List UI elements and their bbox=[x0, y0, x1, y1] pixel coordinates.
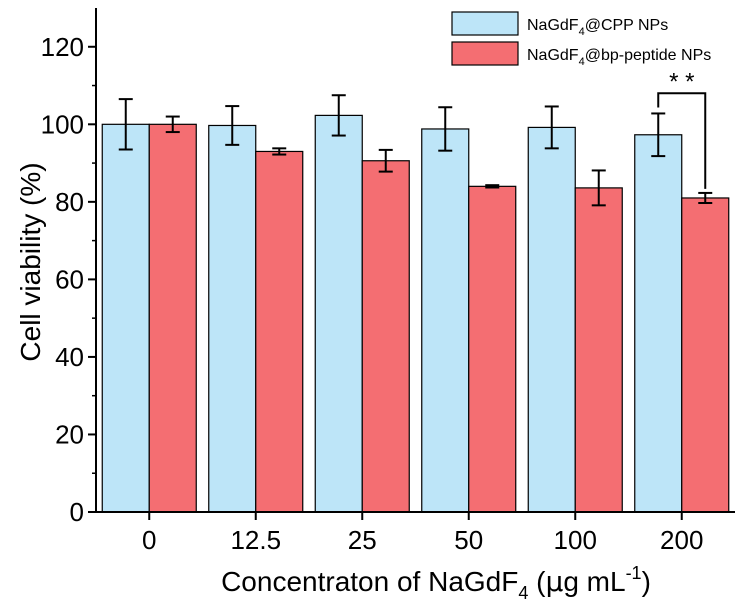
bar-s1-0 bbox=[148, 123, 197, 513]
y-tick-label-20: 20 bbox=[55, 419, 84, 449]
y-tick-label-120: 120 bbox=[41, 32, 84, 62]
x-tick-label-100: 100 bbox=[554, 525, 597, 555]
axes-layer bbox=[95, 8, 735, 513]
bar-s1-25 bbox=[361, 160, 410, 513]
error-bar-s0-25 bbox=[331, 94, 346, 137]
legend-swatch-bp-peptide bbox=[451, 41, 519, 66]
error-bars-layer bbox=[118, 94, 713, 207]
error-bar-s0-50 bbox=[438, 106, 453, 152]
significance-stars: * * bbox=[669, 68, 694, 95]
x-axis-title-unit-mid: g mL bbox=[563, 566, 625, 597]
error-bar-s0-100 bbox=[544, 105, 559, 150]
legend-label-cpp-rest: @CPP NPs bbox=[585, 17, 669, 34]
x-tick-label-50: 50 bbox=[454, 525, 483, 555]
bar-s1-12_5 bbox=[255, 150, 304, 513]
legend-label-bp-peptide-base: NaGdF bbox=[527, 47, 579, 64]
x-axis-title-sup: -1 bbox=[626, 563, 642, 583]
y-tick-label-0: 0 bbox=[70, 497, 84, 527]
x-axis-title: Concentraton of NaGdF4 (μg mL-1) bbox=[221, 563, 651, 603]
error-bar-s1-12_5 bbox=[272, 147, 287, 156]
legend-label-cpp-base: NaGdF bbox=[527, 17, 579, 34]
y-tick-label-100: 100 bbox=[41, 109, 84, 139]
bar-s0-0 bbox=[101, 123, 150, 513]
ticks-layer: 0 20 40 60 80 100 120 0 12.5 25 50 100 200 bbox=[41, 32, 704, 555]
error-bar-s0-12_5 bbox=[225, 105, 240, 146]
y-tick-label-80: 80 bbox=[55, 187, 84, 217]
y-tick-label-60: 60 bbox=[55, 264, 84, 294]
x-axis-title-sub: 4 bbox=[518, 583, 528, 603]
legend: NaGdF4@CPP NPs NaGdF4@bp-peptide NPs bbox=[451, 11, 711, 68]
y-tick-label-40: 40 bbox=[55, 342, 84, 372]
x-tick-label-25: 25 bbox=[348, 525, 377, 555]
error-bar-s1-0 bbox=[165, 115, 180, 134]
significance-bracket bbox=[657, 92, 707, 189]
error-bar-s1-25 bbox=[378, 148, 393, 173]
bar-s0-50 bbox=[421, 128, 470, 513]
bar-s1-100 bbox=[574, 187, 623, 513]
bar-s0-100 bbox=[527, 126, 576, 513]
x-axis-title-mu: μ bbox=[545, 565, 563, 598]
legend-label-cpp-sub: 4 bbox=[579, 26, 585, 38]
legend-label-cpp: NaGdF4@CPP NPs bbox=[527, 17, 668, 38]
bar-s1-200 bbox=[681, 197, 730, 513]
bar-s0-12_5 bbox=[208, 124, 257, 513]
x-tick-label-200: 200 bbox=[660, 525, 703, 555]
x-axis-title-unit-close: ) bbox=[642, 566, 651, 597]
error-bar-s1-50 bbox=[485, 184, 500, 189]
significance-annotation: * * bbox=[657, 68, 707, 189]
x-tick-label-0: 0 bbox=[142, 525, 156, 555]
error-bar-s1-200 bbox=[698, 191, 713, 205]
error-bar-s0-200 bbox=[651, 112, 666, 158]
legend-label-bp-peptide-sub: 4 bbox=[579, 56, 585, 68]
bar-s1-50 bbox=[468, 185, 517, 513]
bar-s0-200 bbox=[634, 134, 683, 513]
x-axis-title-unit-open: ( bbox=[528, 566, 546, 597]
legend-label-bp-peptide-rest: @bp-peptide NPs bbox=[585, 47, 712, 64]
y-axis-title: Cell viability (%) bbox=[15, 162, 46, 361]
x-tick-label-12_5: 12.5 bbox=[230, 525, 281, 555]
legend-label-bp-peptide: NaGdF4@bp-peptide NPs bbox=[527, 47, 711, 68]
error-bar-s0-0 bbox=[118, 98, 133, 151]
error-bar-s1-100 bbox=[591, 169, 606, 207]
x-axis-title-main: Concentraton of NaGdF bbox=[221, 566, 518, 597]
bars-layer bbox=[101, 114, 730, 513]
legend-swatch-cpp bbox=[451, 11, 519, 36]
bar-s0-25 bbox=[314, 114, 363, 513]
